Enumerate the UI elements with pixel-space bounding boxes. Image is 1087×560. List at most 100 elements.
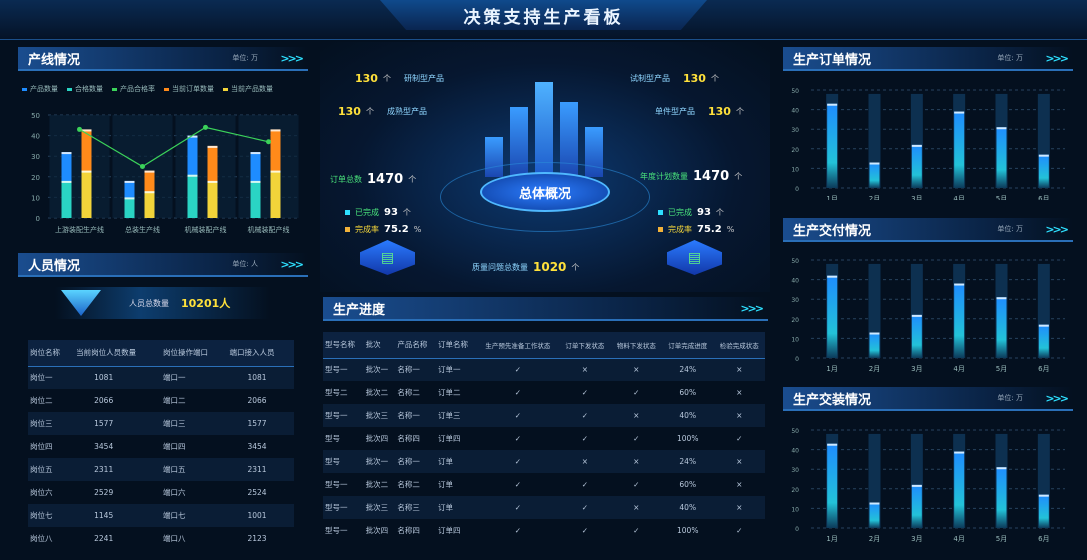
table-row[interactable]: 型号 批次一 名称一 订单 ✓ × × 24% × [323,450,765,473]
table-cell: 订单 [438,503,453,512]
table-row[interactable]: 型号一 批次二 名称二 订单 ✓ ✓ ✓ 60% × [323,473,765,496]
bar [869,332,880,358]
category-band [238,115,299,218]
table-row[interactable]: 岗位二 2066 端口二 2066 [28,389,294,412]
bar-cap [124,197,135,200]
bar-cap [270,129,281,132]
bar-cap [827,103,838,106]
bar-cap [81,129,92,132]
table-row[interactable]: 岗位四 3454 端口四 3454 [28,435,294,458]
y-tick-label: 40 [791,278,799,285]
y-tick-label: 30 [791,467,799,474]
y-tick-label: 10 [791,166,799,173]
y-tick-label: 20 [31,174,40,182]
y-tick-label: 0 [795,186,799,193]
diamond-icon [61,290,101,316]
table-row[interactable]: 型号一 批次四 名称四 订单四 ✓ ✓ ✓ 100% ✓ [323,519,765,542]
chart-legend: 产品数量 合格数量 产品合格率 当前订单数量 当前产品数量 [22,84,273,94]
table-row[interactable]: 岗位八 2241 端口八 2123 [28,527,294,550]
table-row[interactable]: 型号一 批次三 名称三 订单 ✓ ✓ × 40% × [323,496,765,519]
staff-table: 岗位名称 当前岗位人员数量 岗位操作端口 端口接入人员 岗位一 1081 端口一 1081 岗位… [28,340,294,550]
table-cell: 24% [679,457,697,466]
table-row[interactable]: 岗位六 2529 端口六 2524 [28,481,294,504]
table-row[interactable]: 型号一 批次三 名称一 订单三 ✓ ✓ × 40% × [323,404,765,427]
more-arrows-button[interactable]: >>> [280,51,304,65]
check-icon: ✓ [581,411,589,420]
table-cell: 60% [679,480,697,489]
assembly-chart: 0 10 20 30 40 50 1月 2月 3月 4月 5月 6月 [791,428,1065,543]
table-row[interactable]: 岗位一 1081 端口一 1081 [28,366,294,389]
header: 决策支持生产看板 [0,0,1087,40]
table-row[interactable]: 型号一 批次一 名称一 订单一 ✓ × × 24% × [323,358,765,381]
y-tick-label: 0 [795,356,799,363]
table-cell: 岗位二 [30,396,53,405]
check-icon: ✓ [514,503,522,512]
x-tick-label: 5月 [996,365,1007,373]
table-cell: 型号 [325,434,340,443]
table-cell: 批次四 [365,434,389,443]
more-arrows-button[interactable]: >>> [1045,51,1069,65]
legend-item[interactable]: 当前产品数量 [223,84,273,94]
legend-item[interactable]: 产品合格率 [112,84,155,94]
legend-item[interactable]: 当前订单数量 [164,84,214,94]
bar-当前产品数量 [144,191,155,218]
table-cell: 订单 [438,480,453,489]
table-cell: 批次二 [365,388,389,397]
table-row[interactable]: 岗位三 1577 端口三 1577 [28,412,294,435]
staff-total: 人员总数量 10201人 [55,287,270,319]
stat-plan: 年度计划数量 1470 个 [640,169,743,184]
table-cell: 端口五 [162,465,186,474]
stat-tr2: 单件型产品 130 个 [655,105,744,118]
x-tick-label: 3月 [911,365,922,373]
bar-当前产品数量 [81,170,92,218]
legend-item[interactable]: 合格数量 [67,84,103,94]
more-arrows-button[interactable]: >>> [1045,391,1069,405]
check-icon: ✓ [633,388,640,397]
more-arrows-button[interactable]: >>> [280,257,304,271]
stat-quality: 质量问题总数量 1020 个 [472,260,580,274]
bar [827,443,838,528]
page-title: 决策支持生产看板 [463,7,624,28]
x-tick-label: 机械装配产线 [185,225,227,234]
legend-item[interactable]: 产品数量 [22,84,58,94]
table-cell: 1081 [247,373,267,383]
check-icon: ✓ [633,434,640,443]
table-cell: 2529 [94,488,114,497]
check-icon: ✓ [581,503,589,512]
stat-left-done: 已完成 93 个 [345,207,411,218]
bar [1038,494,1049,528]
cross-icon: × [581,365,589,375]
table-cell: 型号一 [325,526,348,535]
bar-track [1037,433,1050,528]
table-cell: 2311 [94,465,114,474]
y-tick-label: 50 [791,428,799,435]
table-row[interactable]: 岗位五 2311 端口五 2311 [28,458,294,481]
table-cell: 型号一 [325,365,348,375]
column-header: 物料下发状态 [616,341,656,350]
cross-icon: × [736,503,743,512]
orders-chart: 0 10 20 30 40 50 1月 2月 3月 4月 5月 6月 [791,88,1065,200]
more-arrows-button[interactable]: >>> [740,301,764,315]
check-icon: ✓ [514,526,522,535]
check-icon: ✓ [514,411,522,420]
table-cell: 40% [679,411,697,420]
bar-cap [1038,154,1049,157]
table-cell: 岗位五 [30,465,53,474]
table-row[interactable]: 型号 批次四 名称四 订单四 ✓ ✓ ✓ 100% ✓ [323,427,765,450]
bar-cap [61,180,72,183]
unit-label: 单位: 万 [997,54,1023,62]
bar-合格数量 [250,180,261,218]
bar [954,451,965,528]
column-header: 订单完成进度 [668,341,708,350]
cross-icon: × [736,480,743,489]
table-row[interactable]: 岗位七 1145 端口七 1001 [28,504,294,527]
bar-cap [1038,324,1049,327]
bar [827,275,838,358]
more-arrows-button[interactable]: >>> [1045,222,1069,236]
column-header: 端口接入人员 [229,348,275,358]
staff-panel-header: 人员情况 单位: 人 >>> [18,253,308,277]
column-header: 岗位操作端口 [162,348,208,358]
table-cell: 24% [679,365,697,375]
x-tick-label: 3月 [911,535,922,543]
table-row[interactable]: 型号二 批次二 名称二 订单二 ✓ ✓ ✓ 60% × [323,381,765,404]
